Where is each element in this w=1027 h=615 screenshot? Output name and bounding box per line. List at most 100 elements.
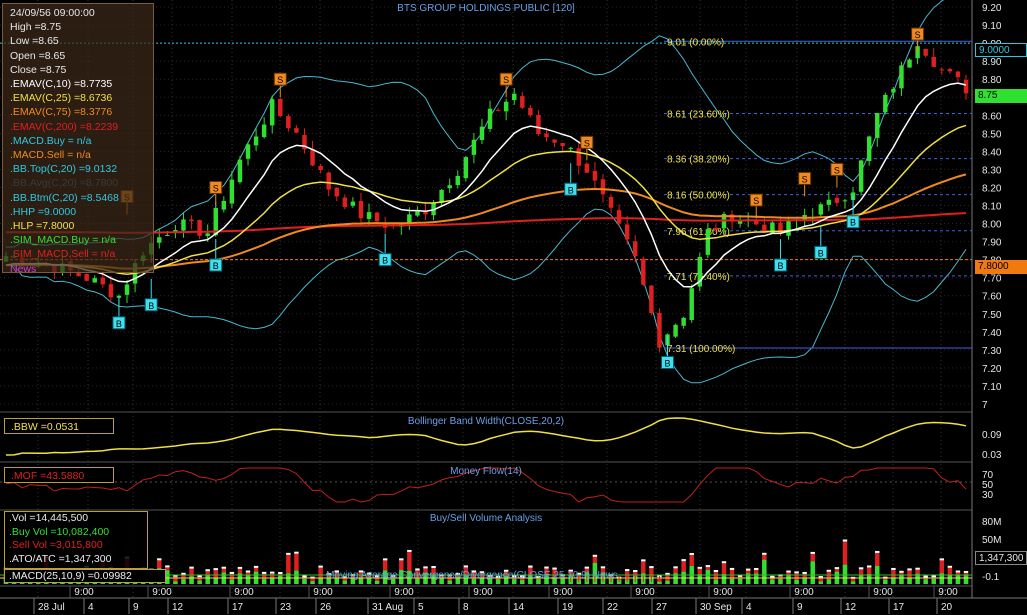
volume-bar-buy bbox=[560, 577, 565, 584]
price-axis-label: 7.40 bbox=[982, 328, 1002, 339]
candle-body bbox=[165, 234, 170, 236]
info-line: .EMAV(C,75) =8.3776 bbox=[10, 106, 113, 119]
bbw-panel: Bollinger Band Width(CLOSE,20,2) bbox=[5, 416, 967, 456]
volume-bar-buy bbox=[318, 577, 323, 584]
candle-body bbox=[334, 187, 339, 197]
signal-letter: B bbox=[116, 319, 122, 329]
volume-bar-ato bbox=[536, 576, 541, 579]
volume-bar-ato bbox=[512, 575, 517, 578]
volume-bar-sell bbox=[229, 573, 235, 584]
candle-body bbox=[697, 256, 702, 287]
price-tag-last: 8.75 bbox=[975, 89, 1027, 103]
info-line: Low =8.65 bbox=[10, 35, 59, 48]
info-line: .BB.Btm(C,20) =8.5468 bbox=[10, 191, 119, 204]
time-axis-day: 17 bbox=[893, 602, 905, 613]
volume-bar-ato bbox=[713, 569, 719, 572]
signal-letter: S bbox=[584, 138, 590, 148]
bbw-value-label: .BBW =0.0531 bbox=[4, 418, 114, 434]
volume-bar-buy bbox=[592, 562, 598, 584]
volume-bar-sell bbox=[261, 573, 267, 584]
time-axis-day: 4 bbox=[746, 602, 752, 613]
volume-bar-buy bbox=[334, 578, 339, 584]
info-line: .EMAV(C,200) =8.2239 bbox=[10, 120, 119, 133]
candle-body bbox=[463, 157, 469, 179]
price-axis-label: 7.60 bbox=[982, 292, 1002, 303]
volume-bar-ato bbox=[665, 572, 670, 575]
signal-letter: B bbox=[665, 358, 671, 368]
time-axis-day: 8 bbox=[463, 602, 469, 613]
time-axis-hour: 9:00 bbox=[473, 587, 493, 598]
time-axis-hour: 9:00 bbox=[938, 587, 958, 598]
candle-body bbox=[221, 200, 227, 210]
fib-label: 8.36 (38.20%) bbox=[667, 155, 730, 166]
volume-bar-ato bbox=[673, 566, 678, 569]
volume-bar-ato bbox=[931, 575, 936, 578]
volume-bar-buy bbox=[270, 577, 275, 584]
volume-bar-buy bbox=[778, 579, 783, 584]
volume-bar-ato bbox=[729, 567, 735, 570]
candle-body bbox=[100, 277, 106, 285]
price-axis-label: 8.00 bbox=[982, 220, 1002, 231]
volume-bar-buy bbox=[745, 573, 751, 584]
candle-body bbox=[737, 219, 743, 224]
volume-bar-ato bbox=[245, 570, 251, 573]
price-axis-label: 8.30 bbox=[982, 165, 1002, 176]
volume-bar-ato bbox=[544, 566, 549, 569]
candle-body bbox=[883, 94, 888, 113]
signal-letter: B bbox=[850, 218, 856, 228]
candle-body bbox=[479, 126, 485, 140]
sell-signal-marker bbox=[749, 193, 763, 207]
candle-body bbox=[278, 98, 283, 117]
candle-body bbox=[157, 237, 162, 243]
mof-axis-label: 70 bbox=[982, 470, 994, 481]
candle-body bbox=[84, 274, 89, 281]
volume-bar-ato bbox=[834, 567, 840, 570]
volume-bar-ato bbox=[253, 565, 259, 568]
volume-bar-ato bbox=[963, 570, 969, 573]
volume-bar-buy bbox=[665, 580, 670, 584]
signal-letter: S bbox=[503, 75, 509, 85]
volume-bar-sell bbox=[641, 561, 646, 584]
candle-body bbox=[754, 220, 759, 225]
fib-label: 8.16 (50.00%) bbox=[667, 191, 730, 202]
volume-axis-label: 50M bbox=[982, 535, 1001, 546]
time-axis-day: 27 bbox=[656, 602, 668, 613]
candle-body bbox=[455, 175, 460, 186]
volume-bar-sell bbox=[447, 576, 452, 584]
volume-bar-ato bbox=[721, 561, 727, 564]
candle-body bbox=[818, 204, 824, 215]
info-line: .EMAV(C,25) =8.6736 bbox=[10, 92, 113, 105]
volume-bar-buy bbox=[278, 575, 283, 584]
volume-bar-buy bbox=[391, 578, 396, 584]
volume-bar-buy bbox=[762, 559, 767, 584]
volume-bar-ato bbox=[818, 576, 824, 579]
volume-bar-buy bbox=[399, 570, 404, 584]
volume-bar-buy bbox=[189, 576, 194, 584]
price-axis-label: 8.10 bbox=[982, 202, 1002, 213]
bbw-line bbox=[5, 417, 967, 456]
volume-bar-ato bbox=[552, 567, 557, 570]
candle-body bbox=[253, 136, 259, 146]
candle-body bbox=[326, 172, 331, 190]
time-axis-day: 30 Sep bbox=[700, 602, 732, 613]
candle-body bbox=[544, 133, 549, 138]
volume-bar-buy bbox=[431, 574, 436, 584]
candle-body bbox=[310, 149, 315, 166]
volume-axis-label: 80M bbox=[982, 517, 1001, 528]
candle-body bbox=[495, 110, 501, 112]
candle-body bbox=[92, 278, 97, 283]
volume-bar-ato bbox=[423, 566, 428, 569]
candle-body bbox=[858, 160, 864, 192]
info-line: Open =8.65 bbox=[10, 49, 66, 62]
volume-bar-buy bbox=[907, 577, 912, 584]
volume-info-line: .Vol =14,445,500 bbox=[9, 512, 89, 524]
volume-bar-buy bbox=[294, 570, 299, 584]
volume-bar-sell bbox=[189, 568, 194, 584]
candle-body bbox=[947, 69, 953, 72]
volume-bar-ato bbox=[157, 558, 162, 561]
signal-letter: S bbox=[753, 196, 759, 206]
volume-bar-sell bbox=[729, 569, 735, 584]
volume-bar-ato bbox=[278, 572, 283, 575]
time-axis-day: 26 bbox=[320, 602, 332, 613]
